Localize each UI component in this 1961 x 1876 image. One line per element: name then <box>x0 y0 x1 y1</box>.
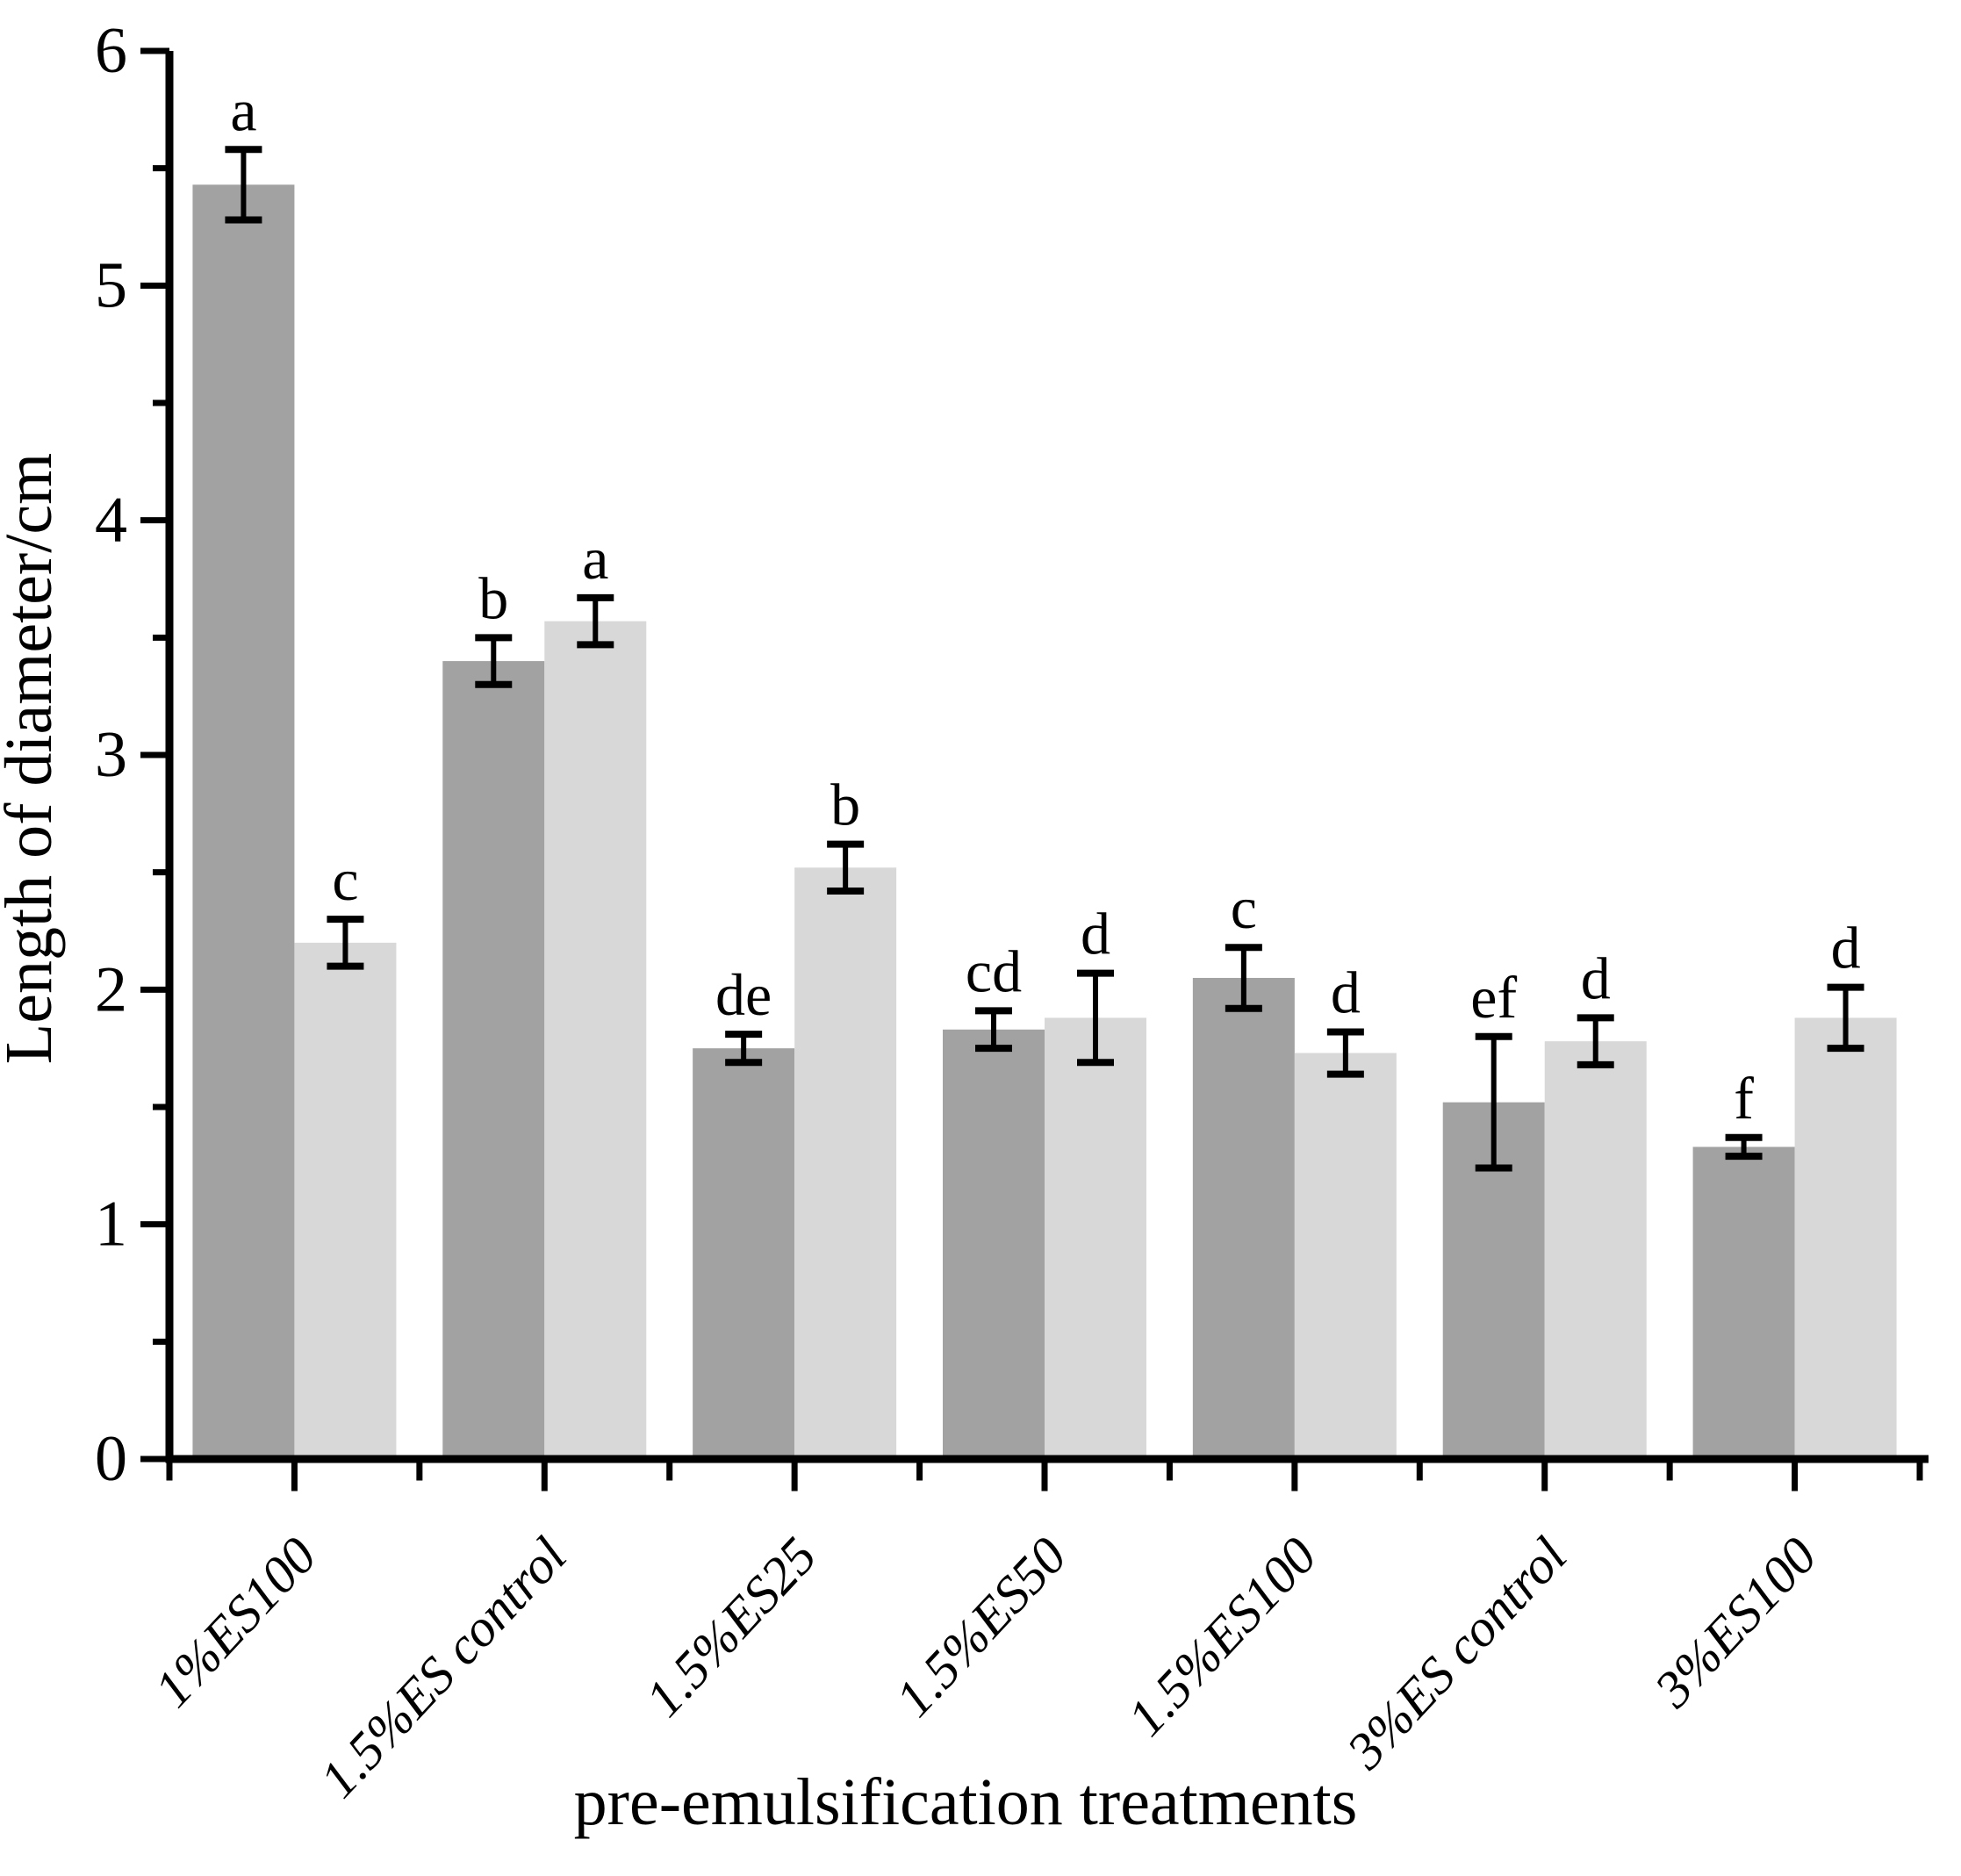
sig-letter: c <box>332 846 358 913</box>
y-tick-label: 1 <box>95 1189 127 1261</box>
error-bar <box>1326 1028 1364 1078</box>
error-bar <box>1827 983 1864 1053</box>
error-bar <box>975 1007 1012 1053</box>
error-bar <box>577 593 614 649</box>
x-tick-label: 1.5%ES50 <box>885 1527 1078 1728</box>
x-tick-label: 3%ES control <box>1335 1527 1577 1780</box>
error-bar <box>225 146 262 224</box>
y-tick-label: 6 <box>95 15 127 87</box>
bar-light-gray-series-1%ES100 <box>294 942 397 1459</box>
axes-layer <box>140 47 1929 1491</box>
bars-layer <box>192 184 1897 1459</box>
bar-dark-gray-series-1.5%ES25 <box>693 1048 795 1459</box>
y-tick-label: 3 <box>95 719 127 791</box>
y-tick-label: 4 <box>95 485 127 557</box>
bar-light-gray-series-1.5%ES100 <box>1294 1053 1397 1459</box>
bar-dark-gray-series-1%ES100 <box>192 184 295 1459</box>
x-tick-label: 1.5%ES25 <box>635 1527 828 1728</box>
x-tick-label: 1.5%ES100 <box>1117 1527 1327 1747</box>
significance-letters-layer: a b de cd c ef f c a b d d d d <box>230 76 1860 1131</box>
sig-letter: a <box>230 76 256 143</box>
x-tick-label: 1%ES100 <box>143 1527 327 1718</box>
y-tick-label: 2 <box>95 953 127 1025</box>
sig-letter: b <box>830 772 860 838</box>
y-tick-label: 0 <box>95 1423 127 1495</box>
error-bar <box>725 1031 763 1067</box>
bar-light-gray-series-1.5%ES control <box>544 621 647 1459</box>
error-bar <box>827 840 865 895</box>
x-tick-label: 1.5%ES control <box>309 1527 578 1808</box>
bar-light-gray-series-1.5%ES50 <box>1045 1017 1146 1459</box>
error-bar <box>1077 969 1114 1067</box>
sig-letter: d <box>1831 915 1861 981</box>
sig-letter: cd <box>966 938 1022 1004</box>
bar-light-gray-series-3%ES100 <box>1794 1017 1897 1459</box>
x-tick-label: 3%ES100 <box>1643 1527 1828 1719</box>
error-bar <box>475 634 513 688</box>
bar-dark-gray-series-1.5%ES50 <box>943 1029 1045 1459</box>
error-bar <box>1577 1014 1614 1068</box>
sig-letter: d <box>1081 901 1110 967</box>
sig-letter: b <box>478 564 508 631</box>
bar-dark-gray-series-1.5%ES100 <box>1192 977 1295 1459</box>
sig-letter: c <box>1231 874 1257 941</box>
sig-letter: ef <box>1470 964 1517 1031</box>
sig-letter: d <box>1331 959 1361 1025</box>
bar-light-gray-series-3%ES control <box>1544 1041 1647 1459</box>
error-bar <box>1725 1133 1763 1161</box>
error-bar <box>1225 944 1262 1012</box>
error-bar <box>327 916 364 970</box>
bar-dark-gray-series-3%ES100 <box>1692 1146 1795 1459</box>
error-bar <box>1475 1032 1512 1172</box>
sig-letter: a <box>582 525 608 592</box>
sig-letter: d <box>1581 945 1611 1011</box>
error-bars-layer <box>225 146 1864 1172</box>
y-tick-label: 5 <box>95 249 127 321</box>
bar-dark-gray-series-1.5%ES control <box>442 661 545 1459</box>
x-axis-title: pre-emulsification treatments <box>574 1765 1358 1839</box>
y-axis-title: Length of diameter/cm <box>0 453 66 1064</box>
sig-letter: de <box>715 961 772 1028</box>
bar-light-gray-series-1.5%ES25 <box>794 867 897 1459</box>
sig-letter: f <box>1734 1065 1754 1132</box>
